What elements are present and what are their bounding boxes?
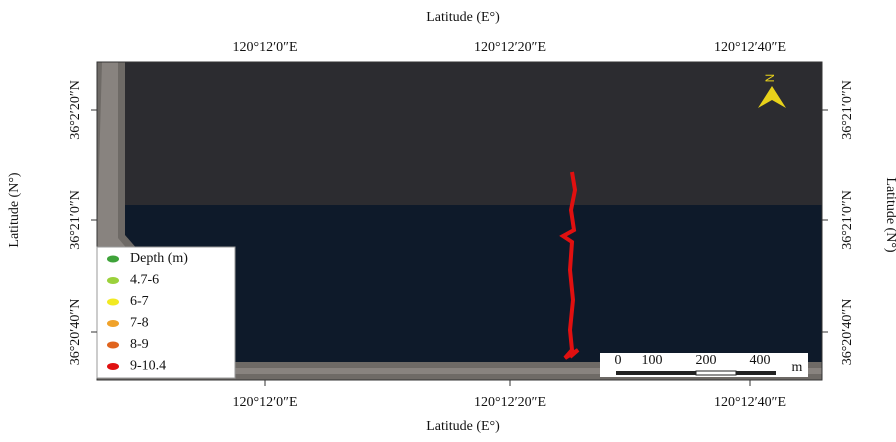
legend-label: 9-10.4 <box>130 359 166 374</box>
north-label: N <box>763 74 777 83</box>
legend-swatch <box>107 277 119 284</box>
legend-swatch <box>107 342 119 349</box>
scale-bar-label: 100 <box>642 353 663 368</box>
left-tick-label: 36°21′0″N <box>68 190 83 250</box>
legend-swatch <box>107 299 119 306</box>
right-tick-label: 36°21′0″N <box>840 80 855 140</box>
legend-label: Depth (m) <box>130 251 188 266</box>
x-axis-label-bottom: Latitude (E°) <box>426 419 500 434</box>
right-tick-label: 36°20′40″N <box>840 299 855 366</box>
bottom-tick-label: 120°12′0″E <box>232 395 297 410</box>
left-tick-label: 36°2′20″N <box>68 80 83 140</box>
left-tick-label: 36°20′40″N <box>68 299 83 366</box>
bottom-tick-label: 120°12′40″E <box>714 395 786 410</box>
scale-bar-segment <box>616 371 696 375</box>
legend-label: 8-9 <box>130 337 149 352</box>
legend-swatch <box>107 256 119 263</box>
scale-bar-label: 200 <box>696 353 717 368</box>
x-axis-label-top: Latitude (E°) <box>426 10 500 25</box>
legend-swatch <box>107 320 119 327</box>
legend-label: 4.7-6 <box>130 273 159 288</box>
scale-bar-label: 400 <box>750 353 771 368</box>
top-tick-label: 120°12′0″E <box>232 40 297 55</box>
right-tick-label: 36°21′0″N <box>840 190 855 250</box>
y-axis-label-right: Latitude (N°) <box>883 177 896 253</box>
legend-label: 6-7 <box>130 294 149 309</box>
scale-bar-segment <box>736 371 776 375</box>
scale-bar-unit: m <box>792 360 803 375</box>
top-tick-label: 120°12′20″E <box>474 40 546 55</box>
y-axis-label-left: Latitude (N°) <box>7 172 22 248</box>
scale-bar-label: 0 <box>615 353 622 368</box>
bottom-tick-label: 120°12′20″E <box>474 395 546 410</box>
top-tick-label: 120°12′40″E <box>714 40 786 55</box>
legend-swatch <box>107 363 119 370</box>
scale-bar-segment <box>696 371 736 375</box>
legend-label: 7-8 <box>130 316 149 331</box>
map-figure: Latitude (E°) Latitude (E°) Latitude (N°… <box>0 0 896 437</box>
